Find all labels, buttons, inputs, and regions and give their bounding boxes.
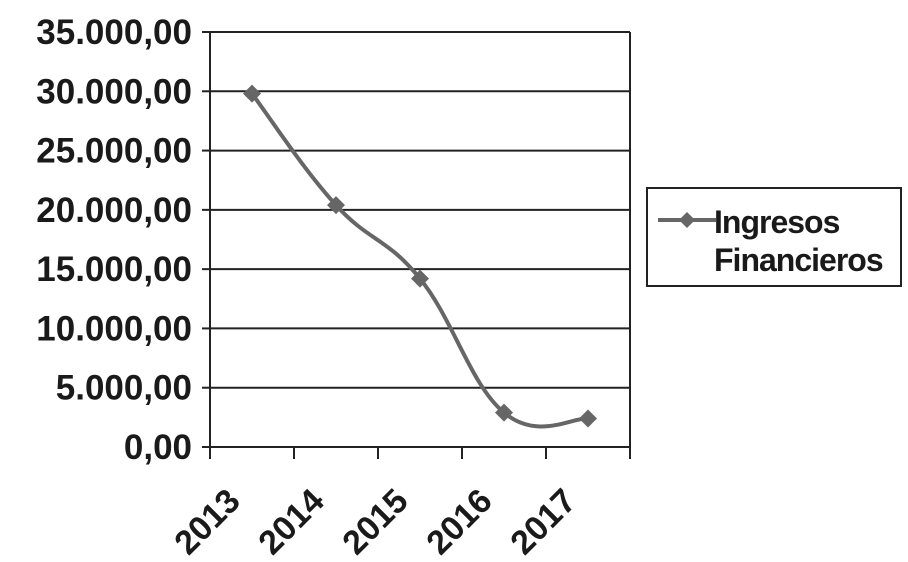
- data-point-marker: [495, 403, 513, 422]
- x-tick-label: 2017: [503, 482, 583, 562]
- gridlines: [210, 31, 630, 389]
- data-point-marker: [243, 84, 261, 103]
- y-tick-label: 30.000,00: [36, 72, 192, 111]
- legend-label: Ingresos Financieros: [714, 204, 884, 278]
- data-point-marker: [411, 269, 429, 288]
- y-tick-label: 15.000,00: [36, 250, 192, 289]
- y-tick-label: 25.000,00: [36, 132, 192, 171]
- data-point-marker: [579, 409, 597, 428]
- y-tick-label: 5.000,00: [56, 369, 192, 408]
- series-layer: [243, 84, 597, 429]
- y-axis-ticks: 0,00 5.000,00 10.000,00 15.000,00 20.000,00 2…: [36, 13, 210, 467]
- y-tick-label: 20.000,00: [36, 191, 192, 230]
- axes: [209, 32, 631, 459]
- x-tick-label: 2014: [251, 482, 331, 562]
- y-tick-label: 10.000,00: [36, 309, 192, 348]
- legend-marker-icon: [658, 212, 716, 228]
- x-tick-label: 2015: [335, 482, 415, 562]
- y-tick-label: 0,00: [124, 428, 192, 467]
- data-point-marker: [327, 196, 345, 215]
- x-axis-ticks: 2013 2014 2015 2016 2017: [167, 447, 631, 562]
- series-line: [250, 92, 589, 429]
- x-tick-label: 2016: [419, 482, 499, 562]
- x-tick-label: 2013: [167, 482, 247, 562]
- legend: Ingresos Financieros: [646, 187, 902, 287]
- y-tick-label: 35.000,00: [36, 13, 192, 52]
